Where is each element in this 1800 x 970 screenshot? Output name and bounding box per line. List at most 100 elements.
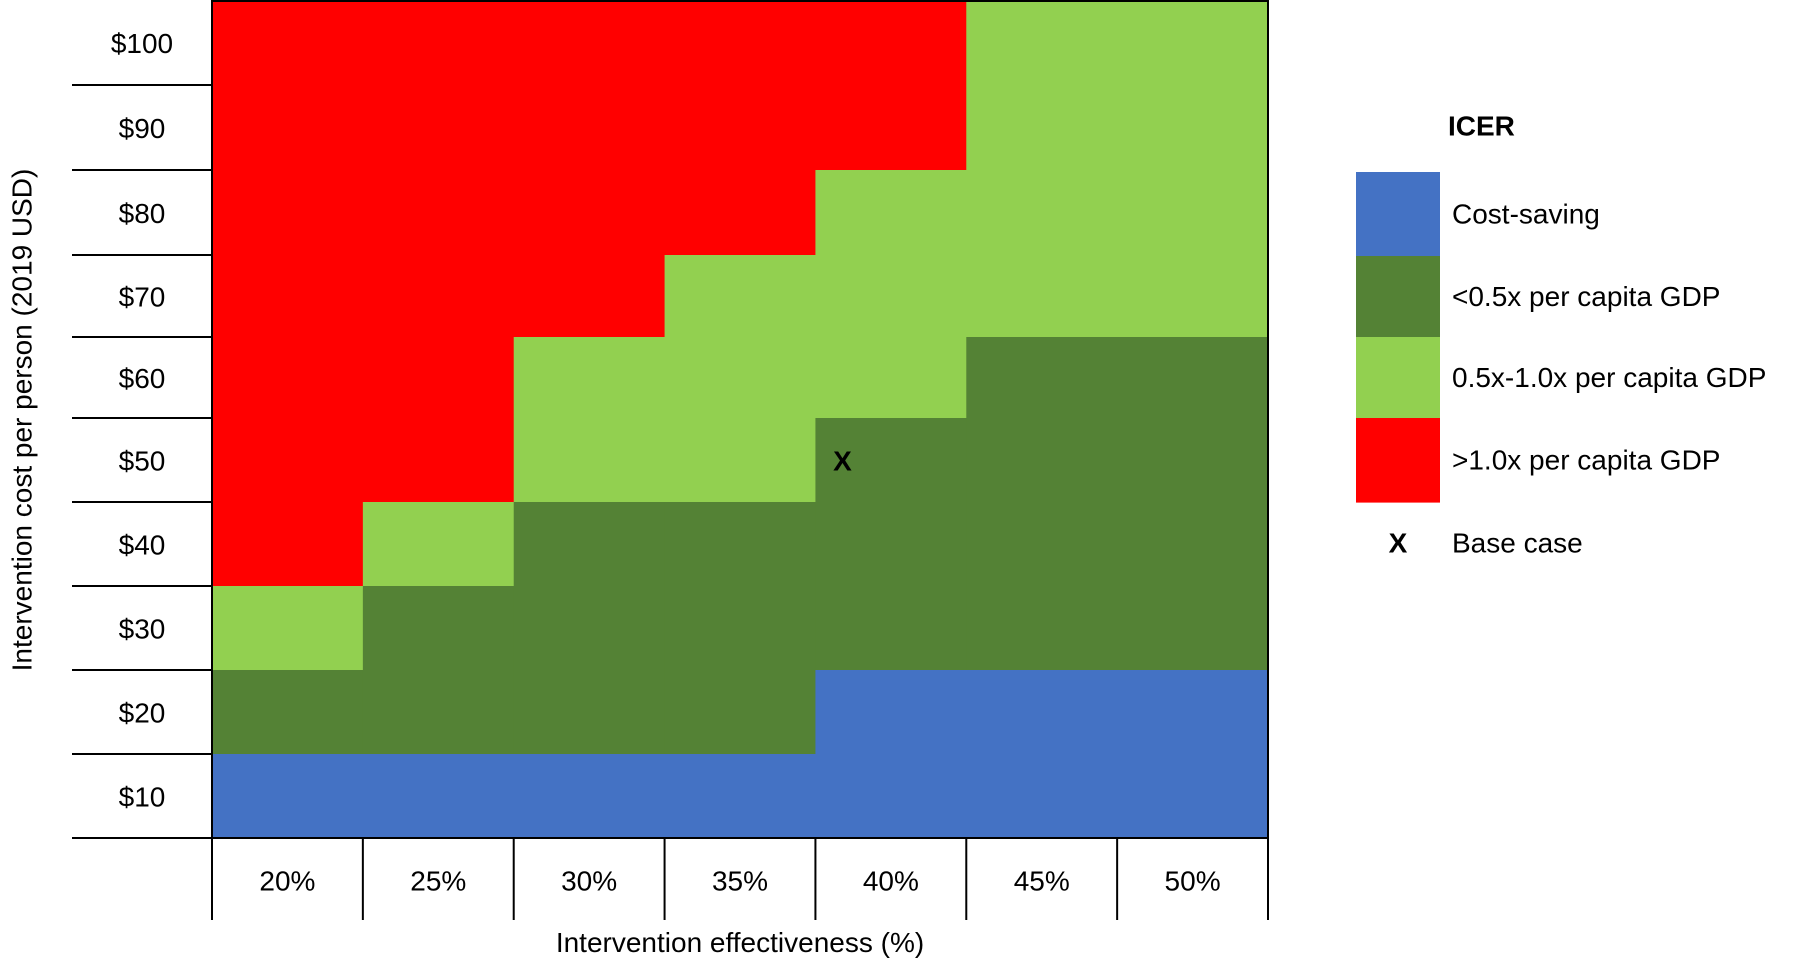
legend-label: >1.0x per capita GDP [1452, 445, 1720, 476]
x-tick-label: 40% [863, 866, 919, 897]
heatmap-cell [966, 255, 1118, 338]
y-tick-labels: $100 $90 $80 $70 $60 $50 $40 $30 $20 $10 [111, 28, 173, 813]
heatmap-cell [966, 586, 1118, 671]
x-axis-title: Intervention effectiveness (%) [556, 927, 924, 958]
table-grid-lines [72, 0, 1269, 920]
heatmap-cell [212, 670, 364, 755]
heatmap-cell [513, 670, 666, 755]
heatmap-cell [664, 85, 817, 171]
heatmap-cell [513, 85, 666, 171]
heatmap-cell [966, 170, 1118, 256]
heatmap-cell [513, 0, 666, 86]
heatmap-cell [1117, 586, 1269, 671]
x-tick-label: 30% [561, 866, 617, 897]
x-tick-label: 50% [1165, 866, 1221, 897]
heatmap-cell [815, 418, 967, 503]
heatmap-cell [362, 502, 515, 587]
y-tick-label: $60 [119, 363, 166, 394]
heatmap-cells [212, 0, 1269, 839]
heatmap-cell [966, 85, 1118, 171]
heatmap-cell [362, 418, 515, 503]
heatmap-cell [362, 337, 515, 419]
legend-swatch [1356, 418, 1440, 503]
x-tick-label: 20% [259, 866, 315, 897]
heatmap-cell [513, 754, 666, 839]
heatmap-cell [966, 670, 1118, 755]
heatmap-cell [815, 170, 967, 256]
heatmap-cell [815, 670, 967, 755]
heatmap-cell [815, 754, 967, 839]
heatmap-cell [1117, 670, 1269, 755]
heatmap-cell [362, 255, 515, 338]
heatmap-cell [815, 337, 967, 419]
heatmap-cell [966, 0, 1118, 86]
heatmap-cell [815, 255, 967, 338]
base-case-marker: X [833, 446, 852, 477]
heatmap-cell [815, 586, 967, 671]
heatmap-cell [664, 586, 817, 671]
heatmap-cell [212, 754, 364, 839]
x-tick-labels: 20% 25% 30% 35% 40% 45% 50% [259, 866, 1220, 897]
legend-marker-label: Base case [1452, 528, 1583, 559]
heatmap-cell [362, 586, 515, 671]
y-axis-title: Intervention cost per person (2019 USD) [7, 169, 38, 672]
heatmap-cell [362, 754, 515, 839]
heatmap-cell [212, 418, 364, 503]
heatmap-cell [966, 754, 1118, 839]
legend-label: <0.5x per capita GDP [1452, 281, 1720, 312]
y-tick-label: $10 [119, 782, 166, 813]
heatmap-cell [362, 85, 515, 171]
x-tick-label: 35% [712, 866, 768, 897]
heatmap-cell [212, 170, 364, 256]
heatmap-cell [1117, 418, 1269, 503]
heatmap-cell [212, 0, 364, 86]
y-tick-label: $30 [119, 614, 166, 645]
heatmap-cell [966, 502, 1118, 587]
y-tick-label: $80 [119, 198, 166, 229]
heatmap-cell [513, 170, 666, 256]
legend: ICER Cost-saving <0.5x per capita GDP 0.5x… [1356, 111, 1766, 559]
heatmap-cell [513, 418, 666, 503]
heatmap-cell [664, 670, 817, 755]
heatmap-cell [1117, 85, 1269, 171]
heatmap-cell [212, 255, 364, 338]
heatmap-cell [1117, 502, 1269, 587]
heatmap-cell [815, 85, 967, 171]
legend-label: 0.5x-1.0x per capita GDP [1452, 362, 1766, 393]
heatmap-cell [362, 0, 515, 86]
heatmap-cell [815, 0, 967, 86]
heatmap-cell [1117, 255, 1269, 338]
heatmap-cell [362, 170, 515, 256]
legend-swatch [1356, 256, 1440, 338]
heatmap-cell [664, 0, 817, 86]
heatmap-cell [664, 170, 817, 256]
heatmap-cell [513, 502, 666, 587]
y-tick-label: $100 [111, 28, 173, 59]
legend-marker-symbol: X [1389, 528, 1408, 559]
legend-label: Cost-saving [1452, 199, 1600, 230]
legend-title: ICER [1448, 111, 1515, 142]
y-tick-label: $70 [119, 282, 166, 313]
heatmap-cell [1117, 0, 1269, 86]
heatmap-cell [815, 502, 967, 587]
y-tick-label: $40 [119, 530, 166, 561]
heatmap-cell [1117, 754, 1269, 839]
heatmap-cell [212, 586, 364, 671]
heatmap-cell [966, 337, 1118, 419]
heatmap-cell [664, 418, 817, 503]
heatmap-cell [1117, 170, 1269, 256]
heatmap-cell [664, 337, 817, 419]
legend-swatch [1356, 337, 1440, 419]
heatmap-cell [664, 255, 817, 338]
heatmap-cell [513, 337, 666, 419]
heatmap-cell [212, 502, 364, 587]
heatmap-cell [966, 418, 1118, 503]
y-tick-label: $20 [119, 698, 166, 729]
heatmap-cell [664, 754, 817, 839]
heatmap-cell [212, 337, 364, 419]
x-tick-label: 45% [1014, 866, 1070, 897]
x-tick-label: 25% [410, 866, 466, 897]
heatmap-cell [513, 255, 666, 338]
heatmap-cell [664, 502, 817, 587]
y-tick-label: $90 [119, 113, 166, 144]
